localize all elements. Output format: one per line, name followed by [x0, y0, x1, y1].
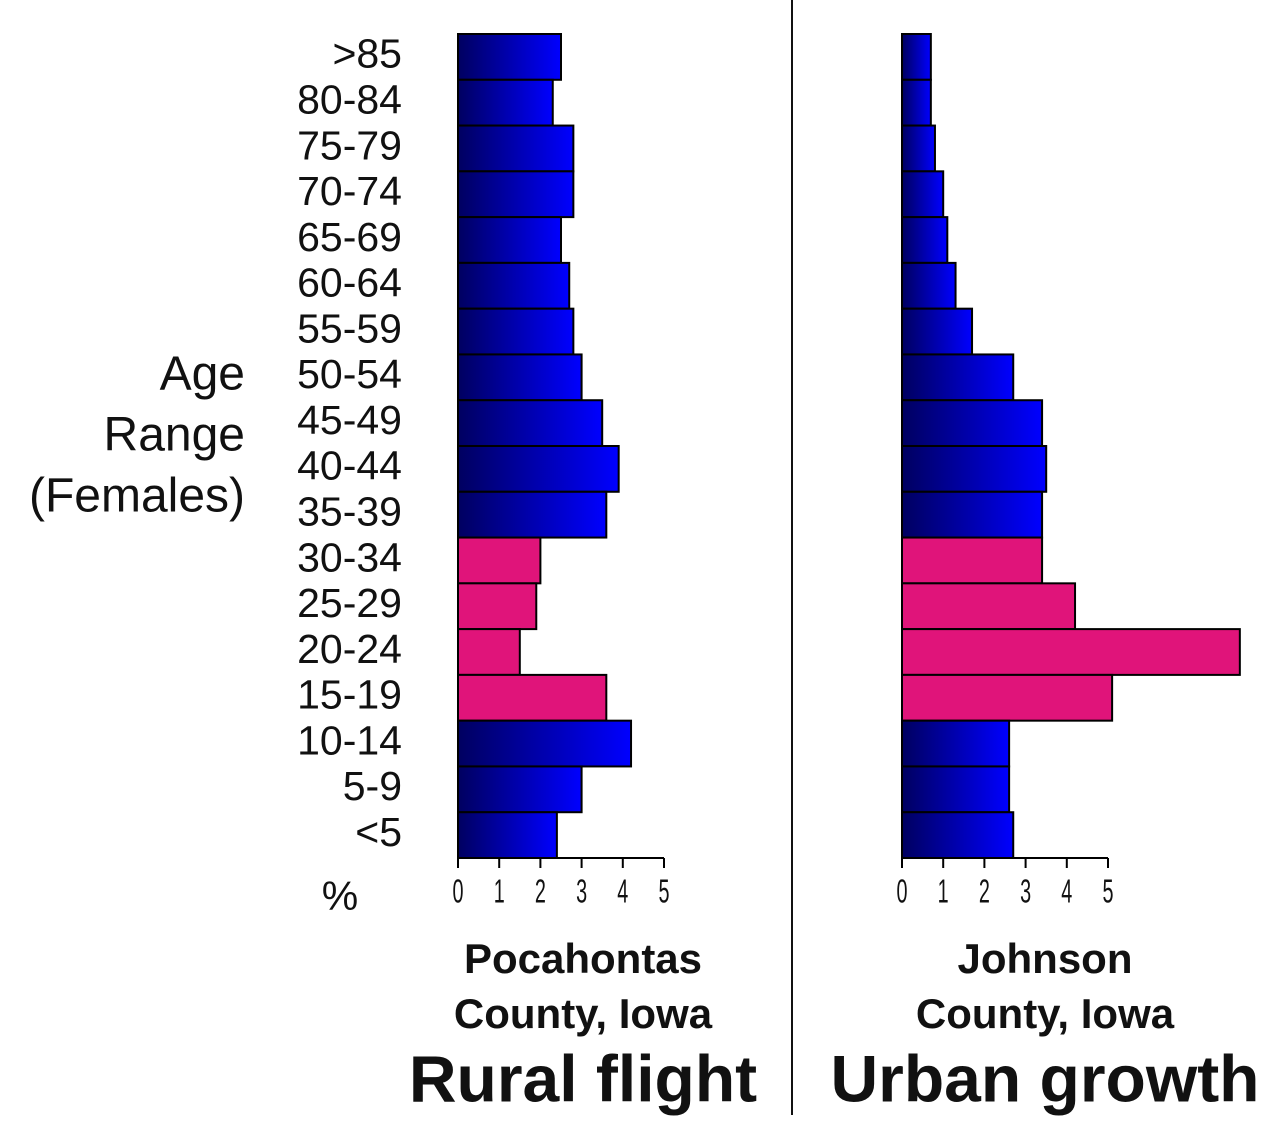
- bar: [457, 170, 575, 219]
- x-tick-label: 1: [494, 872, 505, 910]
- y-tick-label: 5-9: [343, 763, 402, 809]
- x-tick-label: 1: [938, 872, 949, 910]
- x-tick-label: 2: [535, 872, 546, 910]
- x-tick-label: 3: [1020, 872, 1031, 910]
- x-tick-label: 3: [576, 872, 587, 910]
- bar: [901, 811, 1015, 860]
- y-axis-label: (Females): [29, 470, 245, 523]
- bar: [901, 765, 1011, 814]
- subtitle: County, Iowa: [916, 990, 1175, 1037]
- chart-title: Urban growth: [831, 1041, 1260, 1115]
- bar: [901, 445, 1048, 493]
- y-tick-label: 35-39: [297, 488, 402, 534]
- bar: [457, 307, 575, 356]
- x-tick-label: 0: [896, 872, 907, 910]
- bar: [901, 353, 1015, 402]
- bar: [901, 673, 1114, 722]
- y-tick-label: 75-79: [297, 122, 402, 168]
- y-tick-label: 20-24: [297, 626, 402, 672]
- bar: [457, 445, 620, 493]
- bar: [901, 582, 1077, 631]
- bar: [457, 33, 562, 81]
- y-tick-label: 80-84: [297, 76, 402, 122]
- bar: [457, 490, 608, 539]
- y-axis-label: Range: [104, 409, 245, 462]
- bar: [457, 719, 633, 768]
- subtitle: Johnson: [958, 935, 1133, 982]
- bar: [457, 765, 583, 814]
- bar: [901, 628, 1241, 676]
- bar: [457, 811, 558, 860]
- x-axis-label: %: [322, 873, 358, 919]
- y-tick-label: 65-69: [297, 214, 402, 260]
- bar: [901, 170, 945, 219]
- bar: [901, 399, 1044, 448]
- x-tick-label: 4: [617, 872, 628, 910]
- bar: [457, 399, 604, 448]
- subtitle: Pocahontas: [464, 935, 702, 982]
- y-tick-label: >85: [332, 31, 402, 77]
- bar: [901, 216, 949, 264]
- y-tick-label: 25-29: [297, 580, 402, 626]
- bar: [457, 261, 571, 310]
- bar: [901, 78, 932, 127]
- x-tick-label: 5: [1102, 872, 1113, 910]
- bar: [901, 536, 1044, 585]
- bar: [457, 536, 542, 585]
- bar: [457, 628, 521, 676]
- y-tick-label: 40-44: [297, 443, 402, 489]
- y-tick-label: <5: [355, 809, 402, 855]
- bar: [457, 353, 583, 402]
- bar: [457, 78, 554, 127]
- subtitle: County, Iowa: [454, 990, 713, 1037]
- y-tick-label: 30-34: [297, 534, 402, 580]
- y-tick-label: 10-14: [297, 717, 402, 763]
- y-tick-label: 45-49: [297, 397, 402, 443]
- bar: [901, 33, 932, 81]
- x-tick-label: 0: [452, 872, 463, 910]
- y-tick-label: 60-64: [297, 260, 402, 306]
- bar: [901, 124, 936, 173]
- bar: [457, 582, 538, 631]
- bar: [901, 719, 1011, 768]
- x-tick-label: 4: [1061, 872, 1072, 910]
- y-axis-label: Age: [160, 348, 245, 401]
- y-tick-label: 15-19: [297, 672, 402, 718]
- bar: [457, 673, 608, 722]
- bar: [901, 261, 957, 310]
- y-tick-label: 50-54: [297, 351, 402, 397]
- bar: [457, 216, 562, 264]
- bar: [901, 307, 974, 356]
- x-tick-label: 5: [658, 872, 669, 910]
- y-tick-label: 70-74: [297, 168, 402, 214]
- y-tick-label: 55-59: [297, 305, 402, 351]
- bar: [457, 124, 575, 173]
- bar: [901, 490, 1044, 539]
- chart-title: Rural flight: [409, 1041, 757, 1115]
- x-tick-label: 2: [979, 872, 990, 910]
